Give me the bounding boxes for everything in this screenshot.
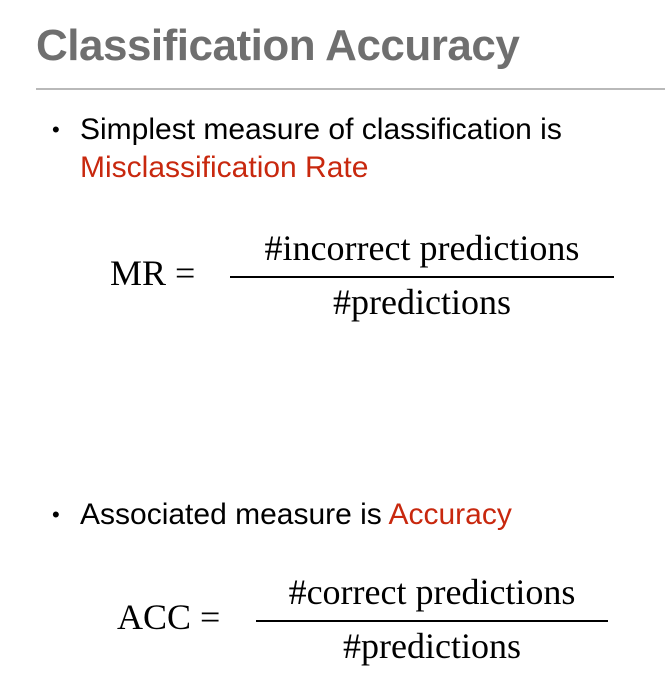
fraction-bar	[230, 276, 614, 278]
bullet-text: Associated measure is	[80, 498, 389, 531]
equation-numerator: #incorrect predictions	[264, 228, 580, 268]
bullet-text: Simplest measure of classification is	[80, 113, 562, 146]
equation-numerator: #correct predictions	[288, 572, 576, 612]
fraction-bar	[256, 620, 608, 622]
equation-lhs: ACC =	[117, 597, 221, 637]
equation-denominator: #predictions	[343, 626, 521, 666]
bullet-text-wrapper: Associated measure is Accuracy	[80, 496, 512, 534]
bullet-marker: •	[52, 502, 60, 527]
equation-lhs: MR =	[110, 253, 196, 293]
bullet-marker: •	[52, 117, 60, 142]
equation-denominator: #predictions	[333, 282, 511, 322]
title-divider	[36, 88, 665, 90]
bullet-highlight-term: Accuracy	[388, 498, 512, 531]
slide-title: Classification Accuracy	[36, 21, 520, 70]
bullet-highlight-term: Misclassification Rate	[80, 151, 369, 184]
